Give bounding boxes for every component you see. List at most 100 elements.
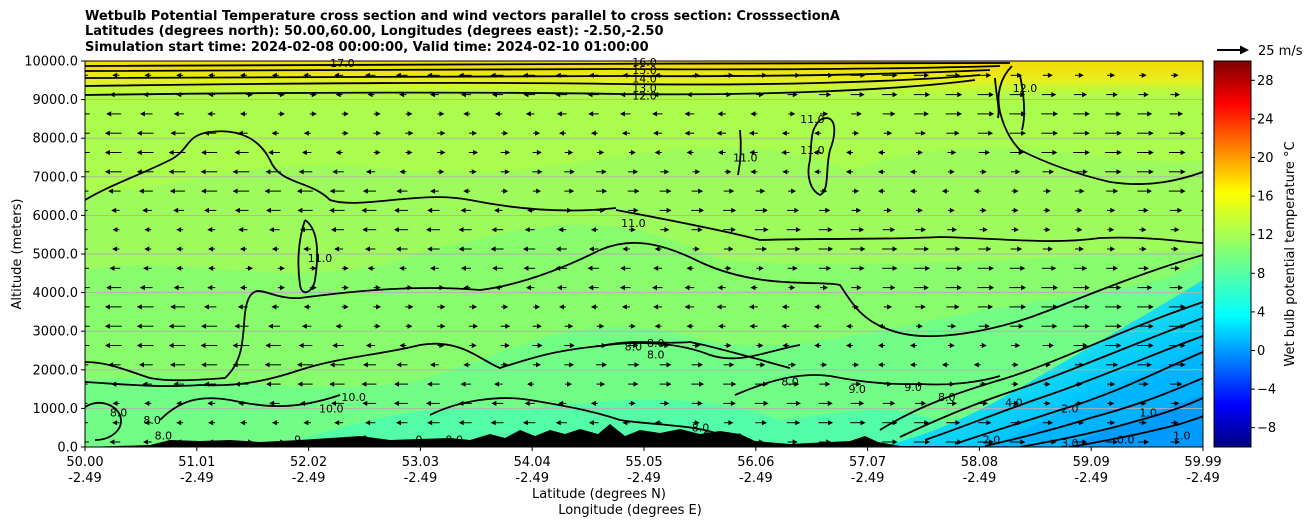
wind-vector <box>437 304 446 310</box>
wind-vector <box>168 342 186 349</box>
wind-vector <box>361 207 377 213</box>
wind-vector <box>724 342 732 349</box>
x-tick-label-lon: -2.49 <box>515 471 549 486</box>
wind-vector <box>653 304 663 310</box>
wind-vector <box>136 323 154 329</box>
wind-vector <box>532 169 543 175</box>
wind-vector <box>85 113 90 115</box>
colorbar-tick-label: 0 <box>1257 344 1265 359</box>
wind-vector <box>909 362 917 368</box>
wind-vector <box>588 111 599 117</box>
wind-vector <box>490 420 504 426</box>
wind-vector <box>373 323 381 329</box>
wind-vector <box>1041 285 1058 291</box>
wind-vector <box>977 265 994 271</box>
wind-vector <box>1107 420 1116 426</box>
wind-vector <box>1168 342 1186 349</box>
wind-vector <box>628 169 639 175</box>
wind-vector <box>913 265 931 271</box>
wind-vector <box>532 342 543 349</box>
wind-vector <box>788 188 797 194</box>
wind-vector <box>85 152 90 153</box>
wind-vector <box>523 92 536 98</box>
wind-vector <box>852 362 860 368</box>
wind-vector <box>659 362 672 368</box>
wind-vector <box>405 285 413 291</box>
wind-vector <box>883 304 893 310</box>
chart-title-line-3: Simulation start time: 2024-02-08 00:00:… <box>85 40 649 55</box>
x-tick-label-lon: -2.49 <box>627 471 661 486</box>
wind-vector <box>527 207 535 213</box>
wind-vector <box>469 130 478 136</box>
wind-vector <box>1107 227 1115 233</box>
wind-vector <box>173 207 185 213</box>
wind-vector <box>1009 439 1026 445</box>
wind-vector <box>755 207 768 213</box>
wind-vector <box>491 227 504 233</box>
wind-vector <box>468 149 479 156</box>
wind-vector <box>341 130 349 136</box>
wind-vector <box>565 381 572 387</box>
wind-vector <box>882 72 898 78</box>
x-tick-label-lon: -2.49 <box>180 471 214 486</box>
wind-vector <box>850 420 866 426</box>
wind-vector <box>555 92 568 98</box>
wind-vector <box>144 227 152 233</box>
wind-vector <box>1137 362 1152 368</box>
wind-vector <box>755 381 768 387</box>
wind-vector <box>1041 265 1057 271</box>
wind-vector <box>425 400 440 406</box>
wind-vector <box>723 362 735 368</box>
x-tick-label-lat: 59.99 <box>1184 455 1221 470</box>
wind-vector <box>405 304 414 310</box>
terrain-silhouette <box>85 424 1203 447</box>
wind-vector <box>1042 169 1055 175</box>
wind-vector <box>818 227 833 233</box>
wind-vector <box>1074 265 1088 271</box>
wind-vector <box>271 246 279 252</box>
y-tick-label: 4000.0 <box>33 286 79 301</box>
wind-vector <box>437 169 445 175</box>
colorbar-ticks: −8 −4 0 4 8 12 16 20 24 28 <box>1251 74 1276 436</box>
wind-vector <box>234 323 249 329</box>
wind-vector <box>204 207 217 213</box>
wind-vector <box>782 342 790 349</box>
wind-vector <box>686 323 694 329</box>
wind-vector <box>109 92 121 98</box>
wind-vector <box>208 246 216 252</box>
chart-title-line-1: Wetbulb Potential Temperature cross sect… <box>85 9 840 24</box>
wind-vector <box>85 422 88 424</box>
wind-vector <box>845 342 854 349</box>
wind-vector <box>142 207 152 213</box>
wind-vector <box>144 72 152 78</box>
wind-vector <box>558 227 567 233</box>
wind-vector <box>882 92 898 98</box>
wind-vector <box>684 285 695 291</box>
wind-vector <box>850 265 865 271</box>
wind-vector <box>979 227 988 233</box>
x-tick-label-lat: 56.06 <box>737 455 774 470</box>
wind-vector <box>555 246 567 252</box>
wind-vector <box>437 149 446 156</box>
wind-vector <box>978 323 990 329</box>
wind-vector <box>723 207 737 213</box>
wind-vector <box>1169 285 1184 291</box>
wind-vector <box>458 420 472 426</box>
wind-vector <box>564 362 575 368</box>
wind-vector <box>490 72 504 78</box>
wind-vector <box>309 265 317 271</box>
wind-vector <box>525 111 535 117</box>
wind-vector <box>979 342 987 349</box>
contour-label: 11.0 <box>733 152 758 165</box>
wind-vector <box>1043 227 1051 233</box>
wind-vector <box>819 111 829 117</box>
isotherm-contours <box>85 62 1203 447</box>
wind-vector <box>1107 72 1116 78</box>
wind-vector <box>878 342 885 349</box>
wind-vector <box>373 111 381 117</box>
contour-label: 12.0 <box>1013 82 1038 95</box>
wind-vector <box>268 323 281 329</box>
wind-vector <box>947 169 955 175</box>
wind-vector <box>1201 113 1203 115</box>
wind-vector <box>691 188 704 194</box>
